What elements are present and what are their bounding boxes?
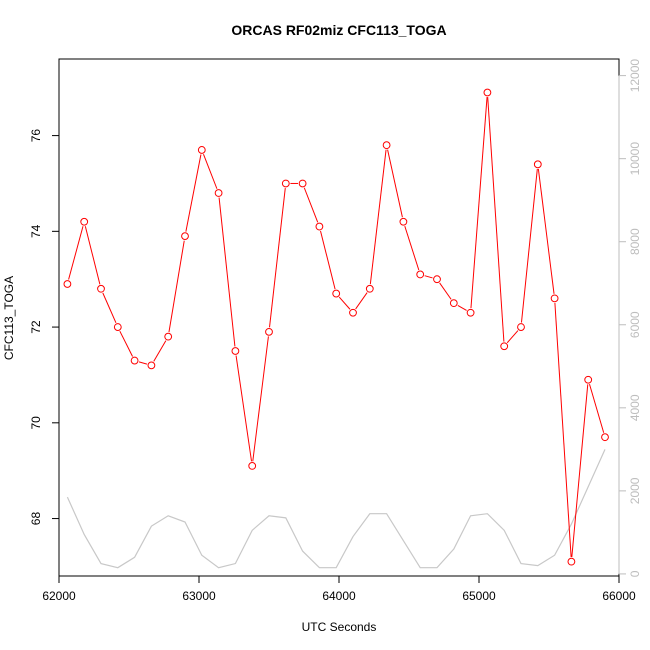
series-segment [506,330,519,344]
series-line-right-axis [66,449,606,569]
series-segment [520,168,538,323]
series-segment [203,154,218,189]
data-point [80,217,89,226]
y2-tick-label: 8000 [628,228,642,255]
series-segment [424,275,433,279]
y2-tick-label: 2000 [628,477,642,504]
x-tick-label: 64000 [322,589,356,603]
data-point [248,461,257,470]
series-segment [320,230,336,290]
series-segment [571,384,589,558]
series-segment [252,336,269,462]
series-segment [102,292,117,324]
x-tick-label: 65000 [462,589,496,603]
series-segment [218,197,236,347]
series-segment [269,187,286,328]
y-tick-label: 72 [29,320,43,334]
x-tick-label: 63000 [182,589,216,603]
x-axis-label: UTC Seconds [302,620,377,634]
data-point [567,557,576,566]
series-segment [185,154,202,232]
data-point [63,280,72,288]
y2-tick-label: 6000 [628,311,642,338]
series-segment [119,330,133,357]
series-layer [63,88,609,569]
x-axis: 62000 63000 64000 65000 66000 [42,575,636,603]
y2-tick-label: 10000 [628,142,642,176]
data-point [332,289,341,298]
data-point [147,361,156,370]
data-point [113,323,122,331]
series-segment [470,97,488,309]
data-point [97,284,105,293]
series-segment [554,302,572,558]
data-point [231,347,240,355]
series-segment [369,149,387,285]
series-segment [537,168,555,294]
series-segment [235,355,253,462]
data-point [500,342,509,351]
y-tick-label: 68 [29,512,43,526]
data-point [433,275,441,284]
series-segment [457,304,467,311]
data-point [197,146,206,154]
data-point [399,217,408,226]
y-axis-left: 68 70 72 74 76 [29,129,60,526]
series-segment [439,282,452,300]
data-point [449,299,458,308]
chart-title: ORCAS RF02miz CFC113_TOGA [231,22,446,38]
data-point [281,179,290,188]
data-point [550,294,559,303]
series-segment [355,292,368,310]
data-point [298,179,307,188]
data-point [181,232,189,241]
series-segment [84,226,101,285]
y2-tick-label: 4000 [628,394,642,421]
data-point [533,160,542,169]
y2-tick-label: 12000 [628,59,642,93]
y-axis-right: 0 2000 4000 6000 8000 10000 12000 [618,59,642,577]
series-segment [68,226,84,280]
y-tick-label: 74 [29,224,43,238]
series-segment [338,296,351,310]
series-segment [138,361,148,365]
data-point [315,222,324,231]
data-point [584,375,593,384]
data-point [130,356,139,365]
data-point [265,327,273,336]
data-point [517,323,525,331]
series-segment [153,340,167,362]
data-point [349,308,357,317]
data-point [382,141,391,150]
data-point [483,88,492,97]
series-segment [387,149,403,218]
data-point [466,308,475,317]
series-segment [589,384,605,433]
x-tick-label: 62000 [42,589,76,603]
y-tick-label: 76 [29,129,43,143]
series-segment [303,187,319,223]
data-point [164,332,173,341]
y2-tick-label: 0 [628,570,642,577]
x-tick-label: 66000 [602,589,636,603]
series-segment [168,240,185,333]
data-point [416,270,425,279]
data-point [365,284,374,293]
y-tick-label: 70 [29,416,43,430]
data-point [214,189,223,197]
y-axis-label: CFC113_TOGA [2,276,16,360]
series-segment [487,97,505,342]
series-segment [404,225,420,271]
data-point [601,433,609,442]
plot-area-frame [58,58,620,577]
